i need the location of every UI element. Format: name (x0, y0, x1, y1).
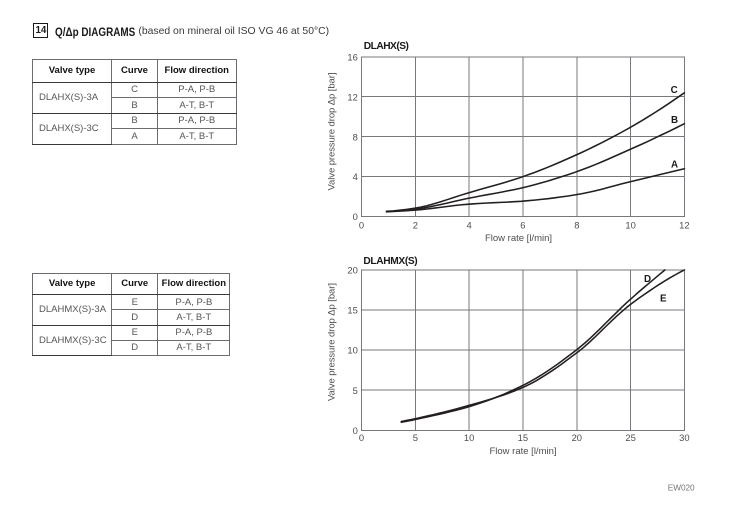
svg-text:4: 4 (466, 219, 471, 230)
svg-text:10: 10 (625, 219, 635, 230)
svg-text:0: 0 (353, 211, 358, 222)
svg-text:30: 30 (679, 432, 689, 443)
svg-text:Flow rate [l/min]: Flow rate [l/min] (489, 446, 556, 457)
svg-text:0: 0 (353, 425, 358, 436)
svg-text:B: B (671, 115, 678, 126)
svg-text:25: 25 (625, 432, 635, 443)
svg-text:20: 20 (347, 265, 357, 276)
svg-text:0: 0 (359, 219, 364, 230)
svg-text:8: 8 (353, 131, 358, 142)
svg-text:Valve pressure drop Δp [bar]: Valve pressure drop Δp [bar] (327, 283, 338, 401)
svg-text:EW020: EW020 (668, 484, 695, 493)
svg-text:0: 0 (359, 432, 364, 443)
svg-text:12: 12 (679, 219, 689, 230)
svg-text:5: 5 (413, 432, 418, 443)
svg-text:8: 8 (574, 219, 579, 230)
svg-text:16: 16 (347, 51, 357, 62)
svg-text:2: 2 (413, 219, 418, 230)
svg-text:D: D (644, 274, 651, 285)
svg-text:E: E (660, 294, 667, 305)
svg-text:10: 10 (464, 432, 474, 443)
svg-text:12: 12 (347, 91, 357, 102)
svg-text:15: 15 (347, 305, 357, 316)
svg-text:DLAHX(S): DLAHX(S) (364, 41, 409, 52)
svg-text:10: 10 (347, 345, 357, 356)
svg-text:C: C (671, 85, 678, 96)
svg-text:Valve pressure drop Δp [bar]: Valve pressure drop Δp [bar] (327, 73, 338, 191)
svg-text:4: 4 (353, 171, 358, 182)
svg-text:15: 15 (518, 432, 528, 443)
svg-text:6: 6 (520, 219, 525, 230)
svg-text:20: 20 (572, 432, 582, 443)
svg-text:DLAHMX(S): DLAHMX(S) (363, 256, 417, 267)
svg-text:A: A (671, 160, 678, 171)
svg-text:5: 5 (353, 385, 358, 396)
svg-text:Flow rate [l/min]: Flow rate [l/min] (485, 233, 552, 244)
